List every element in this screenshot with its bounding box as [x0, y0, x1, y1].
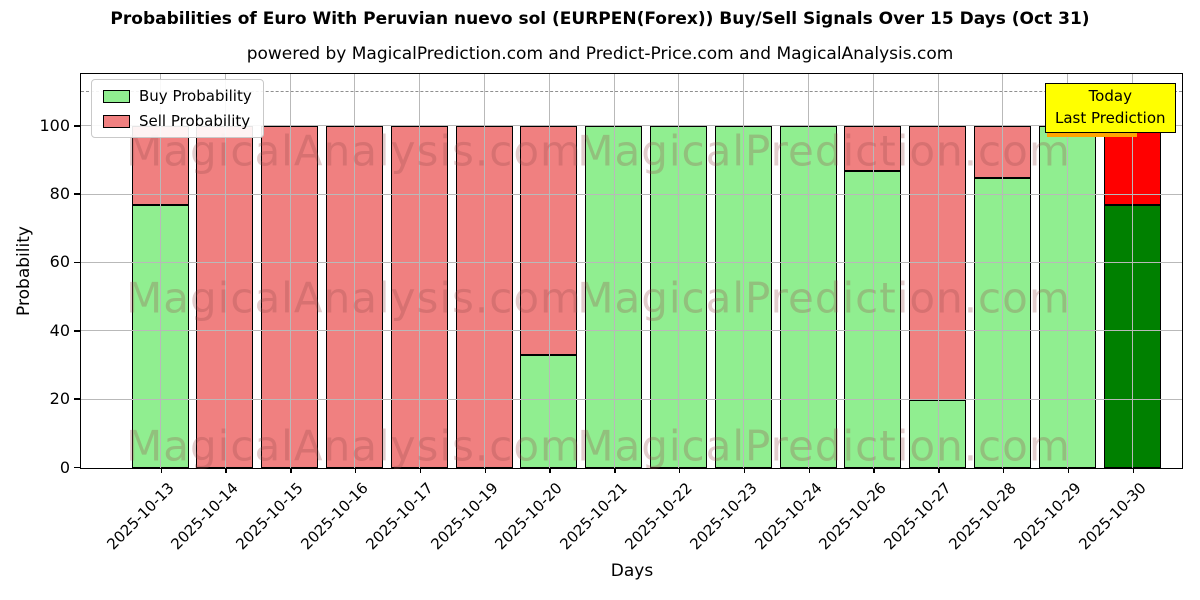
xtick-label: 2025-10-14 [167, 479, 243, 554]
legend-item: Sell Probability [103, 112, 252, 130]
watermark-text: MagicalPrediction.com [577, 421, 1071, 471]
xtick-label: 2025-10-13 [102, 479, 178, 554]
x-tick [419, 467, 422, 473]
xtick-label: 2025-10-20 [491, 479, 567, 554]
ytick-label: 60 [49, 252, 70, 272]
v-gridline [1002, 74, 1004, 468]
xtick-label: 2025-10-15 [232, 479, 307, 554]
y-tick [74, 125, 80, 127]
y-tick [74, 330, 80, 332]
v-gridline [1132, 74, 1133, 468]
ytick-label: 100 [39, 115, 70, 135]
dashed-threshold-line [81, 91, 1182, 93]
x-tick [743, 467, 746, 473]
ytick-label: 0 [59, 457, 70, 477]
y-tick [74, 466, 80, 469]
x-tick [354, 467, 357, 473]
xtick-label: 2025-10-26 [815, 479, 891, 554]
legend-label: Sell Probability [139, 112, 251, 130]
x-tick [484, 467, 486, 473]
xtick-label: 2025-10-17 [362, 479, 437, 554]
watermark-text: MagicalPrediction.com [577, 273, 1071, 323]
legend-swatch [103, 89, 130, 103]
xtick-label: 2025-10-30 [1074, 479, 1150, 554]
v-gridline [1067, 74, 1069, 468]
x-tick [160, 467, 162, 473]
y-tick [74, 398, 80, 400]
chart-title: Probabilities of Euro With Peruvian nuev… [110, 9, 1090, 29]
legend: Buy Probability Sell Probability [91, 79, 264, 138]
ytick-label: 20 [49, 389, 70, 409]
h-gridline [81, 330, 1182, 332]
xtick-label: 2025-10-23 [686, 479, 761, 554]
x-tick [678, 467, 681, 473]
chart-subtitle: powered by MagicalPrediction.com and Pre… [246, 44, 954, 64]
x-tick [290, 467, 292, 473]
h-gridline [81, 193, 1182, 195]
h-gridline [81, 261, 1182, 263]
v-gridline [224, 74, 226, 468]
x-tick [1132, 467, 1134, 473]
x-tick [549, 467, 551, 473]
x-tick [873, 467, 875, 473]
xtick-label: 2025-10-24 [750, 479, 826, 554]
legend-label: Buy Probability [139, 87, 252, 105]
v-gridline [808, 74, 809, 468]
xtick-label: 2025-10-22 [621, 479, 696, 554]
watermark-text: MagicalPrediction.com [577, 126, 1071, 176]
today-annotation-line1: Today [1088, 87, 1132, 105]
plot-area: Buy Probability Sell Probability Today La… [80, 73, 1183, 471]
xtick-label: 2025-10-28 [945, 479, 1020, 554]
x-axis-label: Days [610, 561, 654, 581]
watermark-text: MagicalAnalysis.com [126, 273, 582, 323]
v-gridline [613, 74, 615, 468]
legend-item: Buy Probability [103, 87, 252, 105]
today-annotation-line2: Last Prediction [1055, 108, 1166, 127]
xtick-label: 2025-10-19 [426, 479, 502, 554]
legend-swatch [103, 114, 130, 128]
x-tick [1002, 467, 1005, 473]
ytick-label: 80 [49, 184, 70, 204]
x-tick [938, 467, 940, 473]
v-gridline [419, 74, 421, 468]
ytick-label: 40 [49, 320, 70, 340]
x-tick [1067, 467, 1070, 473]
today-annotation-accent [1047, 128, 1137, 137]
v-gridline [548, 74, 550, 468]
v-gridline [160, 74, 161, 468]
v-gridline [484, 74, 485, 468]
xtick-label: 2025-10-16 [297, 479, 372, 554]
x-tick [808, 467, 810, 473]
x-tick [614, 467, 616, 473]
v-gridline [354, 74, 356, 468]
xtick-label: 2025-10-29 [1010, 479, 1085, 554]
v-gridline [937, 74, 939, 468]
xtick-label: 2025-10-27 [880, 479, 955, 554]
today-annotation: Today Last Prediction [1045, 83, 1176, 133]
x-tick [225, 467, 227, 473]
y-tick [74, 193, 80, 195]
h-gridline [81, 125, 1182, 127]
watermark-text: MagicalAnalysis.com [126, 421, 582, 471]
xtick-label: 2025-10-21 [556, 479, 631, 554]
v-gridline [872, 74, 874, 468]
h-gridline [81, 398, 1182, 400]
v-gridline [743, 74, 745, 468]
v-gridline [678, 74, 680, 468]
y-tick [74, 261, 80, 264]
v-gridline [289, 74, 291, 468]
